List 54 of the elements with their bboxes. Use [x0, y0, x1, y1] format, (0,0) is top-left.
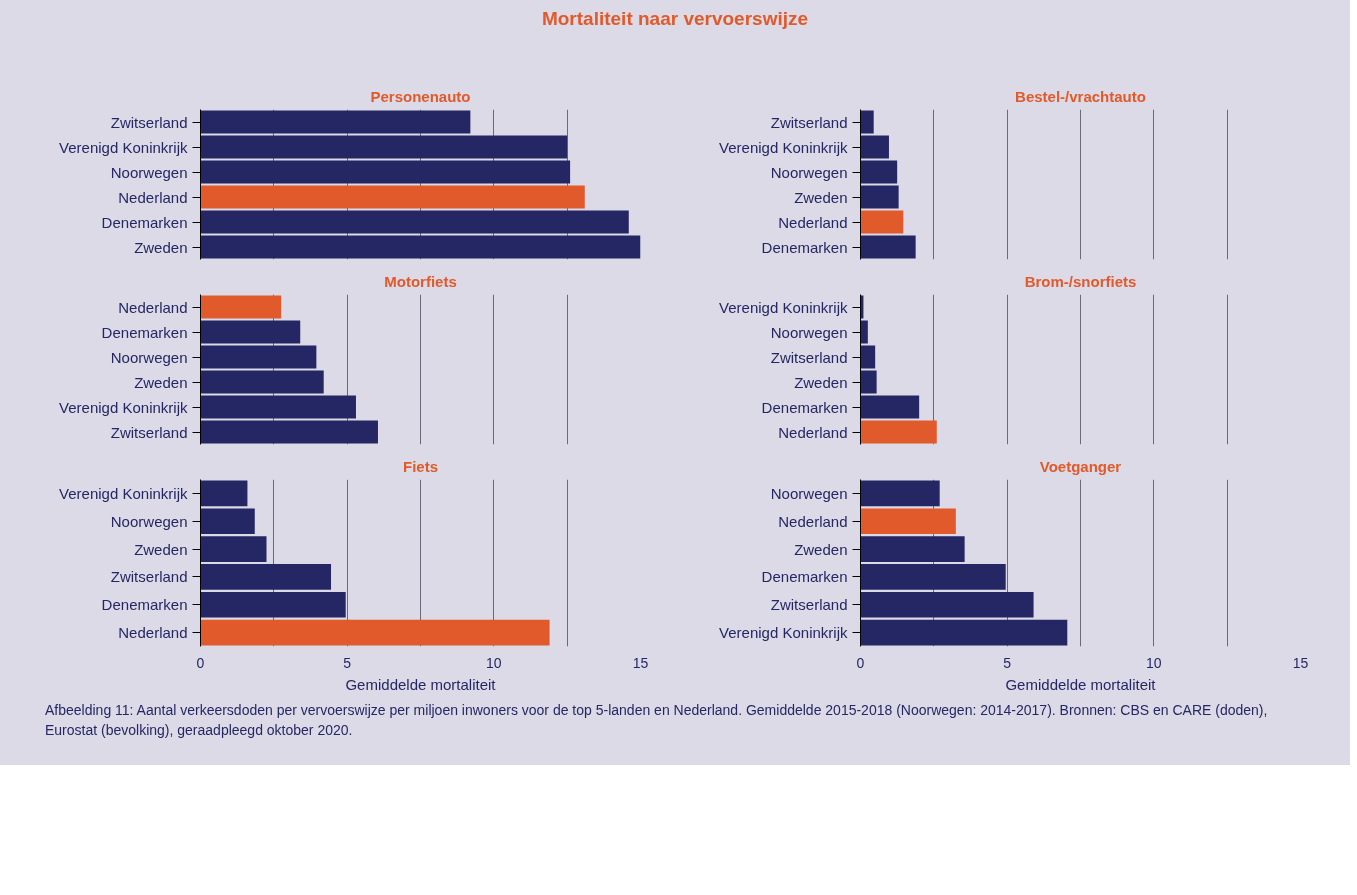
y-tick-label: Verenigd Koninkrijk	[59, 398, 188, 416]
x-axis-title: Gemiddelde mortaliteit	[345, 675, 497, 693]
y-tick-label: Nederland	[778, 423, 848, 441]
y-tick-label: Zweden	[794, 540, 848, 558]
x-tick-label: 5	[343, 654, 352, 671]
y-tick-label: Denemarken	[101, 213, 188, 231]
chart-title: Motorfiets	[384, 272, 457, 290]
y-tick-label: Verenigd Koninkrijk	[719, 138, 848, 156]
y-tick-label: Verenigd Koninkrijk	[59, 484, 188, 502]
y-tick-label: Nederland	[118, 298, 188, 316]
text: Mortaliteit naar vervoerswijze	[540, 7, 810, 31]
y-tick-label: Nederland	[118, 188, 188, 206]
y-tick-label: Zweden	[794, 188, 848, 206]
y-tick-label: Verenigd Koninkrijk	[719, 298, 848, 316]
y-tick-label: Nederland	[778, 213, 848, 231]
y-tick-label: Noorwegen	[110, 512, 188, 530]
y-tick-label: Noorwegen	[770, 323, 848, 341]
y-tick-label: Verenigd Koninkrijk	[719, 624, 848, 642]
x-tick-label: 15	[1292, 654, 1309, 671]
y-tick-label: Denemarken	[761, 568, 848, 586]
y-tick-label: Zwitserland	[110, 568, 188, 586]
y-tick-label: Noorwegen	[770, 163, 848, 181]
y-tick-label: Zwitserland	[770, 113, 848, 131]
y-tick-label: Zwitserland	[770, 596, 848, 614]
y-tick-label: Zweden	[794, 373, 848, 391]
y-tick-label: Noorwegen	[110, 163, 188, 181]
y-tick-label: Zweden	[134, 540, 188, 558]
y-tick-label: Denemarken	[101, 323, 188, 341]
y-tick-label: Noorwegen	[110, 348, 188, 366]
y-tick-label: Zweden	[134, 238, 188, 256]
text: Afbeelding 11: Aantal verkeersdoden per vervoerswijze per miljoen inwoners voor de top 5-landen en Nederland. Gemiddelde 2015-2018 (Noorwegen: 2014-2017). Bronnen: CBS en CARE (doden), Eurostat (bevolking), geraadpleegd oktober 2020.	[44, 701, 1269, 740]
y-tick-label: Nederland	[778, 512, 848, 530]
y-tick-label: Zweden	[134, 373, 188, 391]
x-tick-label: 0	[856, 654, 865, 671]
chart-title: Voetganger	[1039, 457, 1122, 475]
y-tick-label: Zwitserland	[770, 348, 848, 366]
y-tick-label: Zwitserland	[110, 423, 188, 441]
x-axis-title: Gemiddelde mortaliteit	[1005, 675, 1157, 693]
y-tick-label: Zwitserland	[110, 113, 188, 131]
x-tick-label: 10	[1146, 654, 1162, 671]
x-tick-label: 10	[486, 654, 502, 671]
y-tick-label: Denemarken	[101, 596, 188, 614]
chart-title: Fiets	[403, 457, 439, 475]
x-tick-label: 0	[196, 654, 205, 671]
chart-title: Bestel-/vrachtauto	[1015, 87, 1146, 105]
y-tick-label: Noorwegen	[770, 484, 848, 502]
chart-title: Brom-/snorfiets	[1024, 272, 1137, 290]
x-tick-label: 15	[632, 654, 649, 671]
y-tick-label: Nederland	[118, 624, 188, 642]
x-tick-label: 5	[1003, 654, 1012, 671]
y-tick-label: Denemarken	[761, 398, 848, 416]
y-tick-label: Verenigd Koninkrijk	[59, 138, 188, 156]
y-tick-label: Denemarken	[761, 238, 848, 256]
chart-title: Personenauto	[370, 87, 471, 105]
